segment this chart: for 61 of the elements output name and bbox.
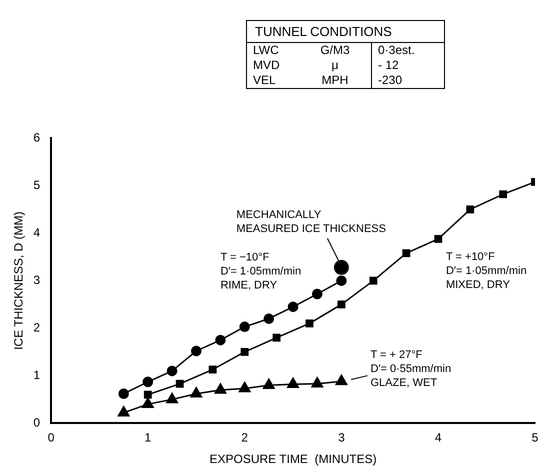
x-tick-label: 0 [48, 430, 55, 445]
text: TUNNEL CONDITIONS [246, 20, 444, 42]
y-tick-label: 1 [33, 368, 40, 382]
point [312, 288, 322, 300]
point [402, 249, 410, 258]
x-tick-label: 1 [144, 430, 152, 445]
series-label: T = −10°F D′= 1·05mm/min RIME, DRY [220, 252, 302, 292]
text: VEL [252, 73, 277, 88]
y-tick-label: 4 [33, 226, 40, 240]
x-tick-label: 2 [241, 430, 248, 445]
x-tick-label: 4 [434, 430, 442, 445]
point [214, 383, 226, 394]
point [369, 276, 378, 285]
point [336, 275, 347, 286]
point [272, 334, 281, 342]
text: MPH [320, 73, 350, 88]
point [434, 234, 442, 243]
point [499, 190, 507, 198]
text: -230 [372, 73, 444, 88]
point [311, 377, 324, 388]
y-tick-label: 3 [33, 273, 40, 288]
text: - 12 [372, 58, 444, 73]
point [191, 346, 202, 356]
annotation: MECHANICALLY MEASURED ICE THICKNESS [236, 208, 386, 235]
text: 0·3est. [372, 42, 444, 58]
point [166, 392, 178, 404]
point [288, 302, 298, 312]
series-label: T = +10°F D′= 1·05mm/min MIXED, DRY [446, 250, 527, 291]
x-tick-label: 3 [338, 430, 346, 445]
point [118, 406, 130, 416]
point [176, 380, 184, 388]
x-tick-label: 5 [532, 430, 539, 445]
y-tick-label: 6 [33, 130, 40, 145]
point [238, 382, 251, 392]
text: G/M3 [319, 42, 351, 58]
x-axis-title: EXPOSURE TIME (MINUTES) [209, 452, 377, 466]
point [142, 376, 154, 388]
point [190, 387, 202, 398]
text: LWC [252, 42, 280, 58]
point [306, 320, 314, 328]
text: T = + 27°F D′= 0·55mm/min GLAZE, WET [370, 349, 452, 390]
y-tick-label: 5 [33, 178, 40, 192]
point [335, 374, 348, 386]
point [466, 206, 474, 214]
text: MVD [252, 58, 281, 73]
y-tick-label: 0 [33, 416, 40, 430]
y-tick-label: 2 [33, 320, 40, 335]
point [264, 313, 274, 324]
point [144, 390, 152, 399]
point [239, 322, 250, 332]
point [166, 366, 178, 376]
y-axis-title: ICE THICKNESS, D (MM) [12, 211, 26, 350]
point [262, 378, 275, 389]
point [118, 388, 129, 399]
text: μ [330, 58, 340, 73]
point [142, 397, 154, 408]
point [287, 378, 299, 388]
point [215, 334, 226, 346]
point [338, 300, 346, 308]
point [240, 348, 249, 356]
point [208, 366, 217, 374]
